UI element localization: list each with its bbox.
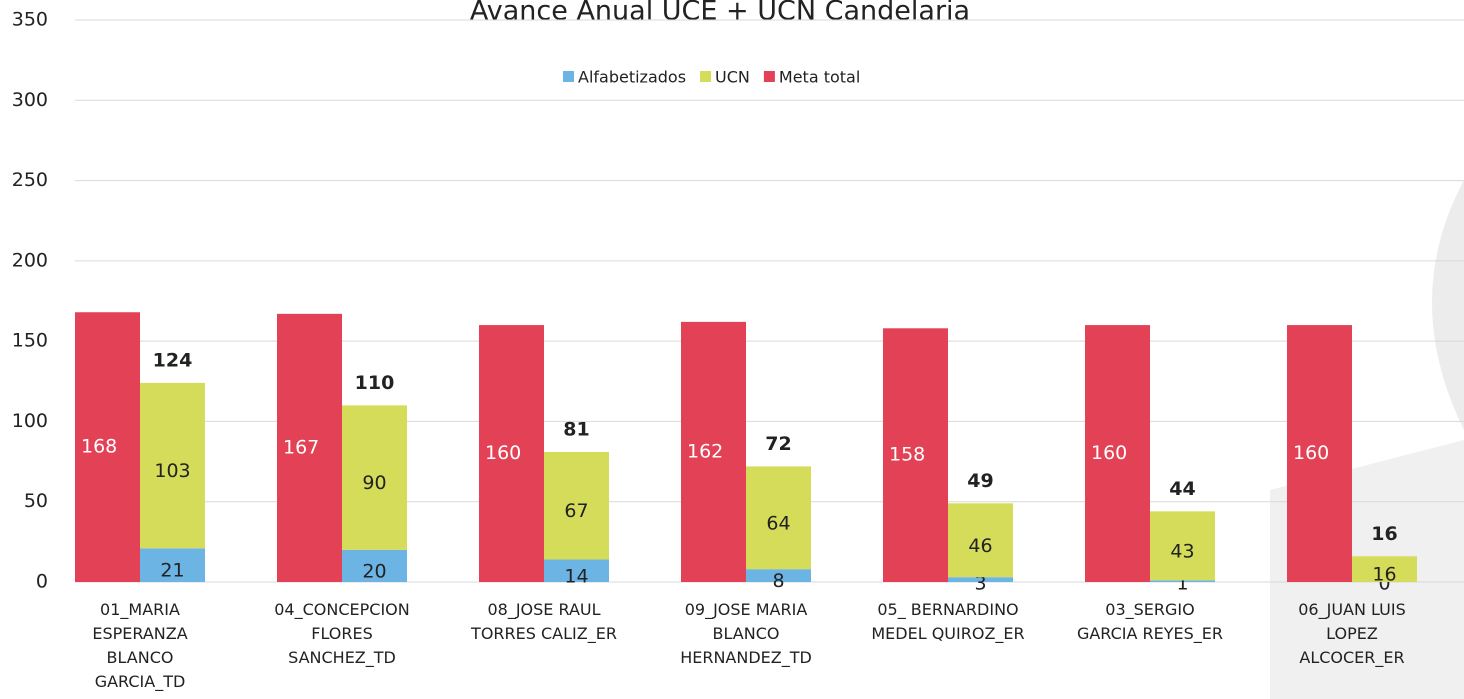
value-label: 14 xyxy=(564,565,588,587)
x-tick-label: 05_ BERNARDINO MEDEL QUIROZ_ER xyxy=(871,600,1025,643)
y-tick-label: 150 xyxy=(12,330,48,352)
bar-segment xyxy=(140,382,205,549)
value-label: 43 xyxy=(1170,540,1194,562)
bar-segment xyxy=(140,548,205,582)
value-label: 158 xyxy=(889,444,925,466)
value-label: 103 xyxy=(154,460,190,482)
total-label: 49 xyxy=(967,470,993,492)
value-label: 160 xyxy=(485,442,521,464)
value-label: 168 xyxy=(81,436,117,458)
bar xyxy=(883,328,948,582)
y-tick-label: 50 xyxy=(24,490,48,512)
total-label: 72 xyxy=(765,433,791,455)
value-label: 90 xyxy=(362,472,386,494)
x-tick-label: 06_JUAN LUIS LOPEZ ALCOCER_ER xyxy=(1298,600,1406,667)
x-tick-label: 08_JOSE RAUL TORRES CALIZ_ER xyxy=(471,600,617,643)
y-tick-label: 200 xyxy=(12,249,48,271)
value-label: 167 xyxy=(283,436,319,458)
y-tick-label: 300 xyxy=(12,89,48,111)
x-tick-label: 09_JOSE MARIA BLANCO HERNANDEZ_TD xyxy=(680,600,812,667)
value-label: 67 xyxy=(564,500,588,522)
legend-label: UCN xyxy=(715,68,750,87)
chart-title: Avance Anual UCE + UCN Candelaria xyxy=(470,0,970,27)
bar-segment xyxy=(1150,580,1215,582)
bar xyxy=(479,325,544,582)
y-tick-label: 100 xyxy=(12,410,48,432)
y-tick-label: 0 xyxy=(36,571,48,593)
bar-segment xyxy=(746,569,811,582)
decor xyxy=(1432,180,1464,430)
y-tick-label: 250 xyxy=(12,169,48,191)
bar xyxy=(1085,325,1150,582)
value-label: 3 xyxy=(974,573,986,595)
bar xyxy=(1287,325,1352,582)
bar-segment xyxy=(544,559,609,582)
bar-segment xyxy=(544,451,609,560)
total-label: 16 xyxy=(1371,523,1397,545)
value-label: 20 xyxy=(362,560,386,582)
legend-swatch xyxy=(763,71,775,82)
bar-segment xyxy=(1150,511,1215,581)
x-tick-label: 04_CONCEPCION FLORES SANCHEZ_TD xyxy=(274,600,410,667)
y-tick-label: 350 xyxy=(12,9,48,31)
value-label: 16 xyxy=(1372,564,1396,586)
x-tick-label: 01_MARIA ESPERANZA BLANCO GARCIA_TD xyxy=(92,600,188,691)
legend-swatch xyxy=(700,71,712,82)
value-label: 21 xyxy=(160,560,184,582)
legend-label: Meta total xyxy=(779,68,860,87)
value-label: 8 xyxy=(772,570,784,592)
legend-swatch xyxy=(563,71,574,82)
bar xyxy=(681,321,746,582)
total-label: 81 xyxy=(563,418,589,440)
x-tick-label: 03_SERGIO GARCIA REYES_ER xyxy=(1076,600,1224,643)
total-label: 124 xyxy=(153,349,193,371)
value-label: 162 xyxy=(687,440,723,462)
legend-label: Alfabetizados xyxy=(578,68,686,87)
bar xyxy=(75,312,140,582)
bar-segment xyxy=(948,503,1013,578)
bar-segment xyxy=(746,466,811,570)
value-label: 160 xyxy=(1293,442,1329,464)
bar xyxy=(277,313,342,582)
value-label: 46 xyxy=(968,535,992,557)
bar-segment xyxy=(948,577,1013,582)
value-label: 64 xyxy=(766,512,790,534)
total-label: 44 xyxy=(1169,478,1195,500)
bar-segment xyxy=(342,405,407,550)
total-label: 110 xyxy=(355,372,395,394)
value-label: 160 xyxy=(1091,442,1127,464)
bar-segment xyxy=(342,549,407,582)
bar-segment xyxy=(1352,556,1417,582)
